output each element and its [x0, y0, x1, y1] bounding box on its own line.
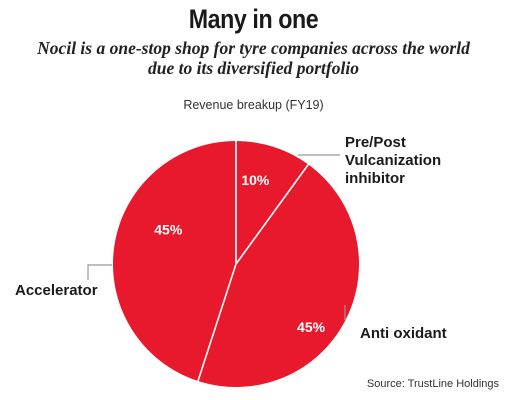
- pie-slices: [113, 141, 359, 387]
- slice-value-label-accelerator: 45%: [154, 221, 183, 237]
- leader-lines: [87, 154, 346, 320]
- category-label-accelerator: Accelerator: [15, 282, 98, 299]
- pie-dividers: [197, 141, 309, 382]
- divider-line: [235, 164, 309, 265]
- leader-line-accelerator: [87, 264, 112, 280]
- chart-subtitle: Nocil is a one-stop shop for tyre compan…: [0, 38, 507, 78]
- slice-value-label-pre-post-vulcanization-inhibitor: 10%: [241, 172, 270, 188]
- slice-value-label-anti-oxidant: 45%: [297, 319, 326, 335]
- chart-caption: Revenue breakup (FY19): [183, 98, 324, 112]
- subtitle-line-1: Nocil is a one-stop shop for tyre compan…: [37, 38, 470, 58]
- pie-slice-accelerator: [113, 141, 236, 381]
- chart-title: Many in one: [188, 4, 319, 34]
- pie-slice-pre-post-vulcanization-inhibitor: [236, 141, 309, 264]
- category-label-pre-post-vulcanization-inhibitor: Pre/Post Vulcanization inhibitor: [345, 134, 441, 187]
- pie-labels: 10% Pre/Post Vulcanization inhibitor 45% Anti…: [15, 134, 447, 342]
- subtitle-line-2: due to its diversified portfolio: [148, 58, 359, 78]
- divider-line: [197, 263, 237, 382]
- pie-slice-anti-oxidant: [197, 164, 359, 387]
- category-label-anti-oxidant: Anti oxidant: [360, 325, 447, 342]
- source-note: Source: TrustLine Holdings: [366, 378, 499, 390]
